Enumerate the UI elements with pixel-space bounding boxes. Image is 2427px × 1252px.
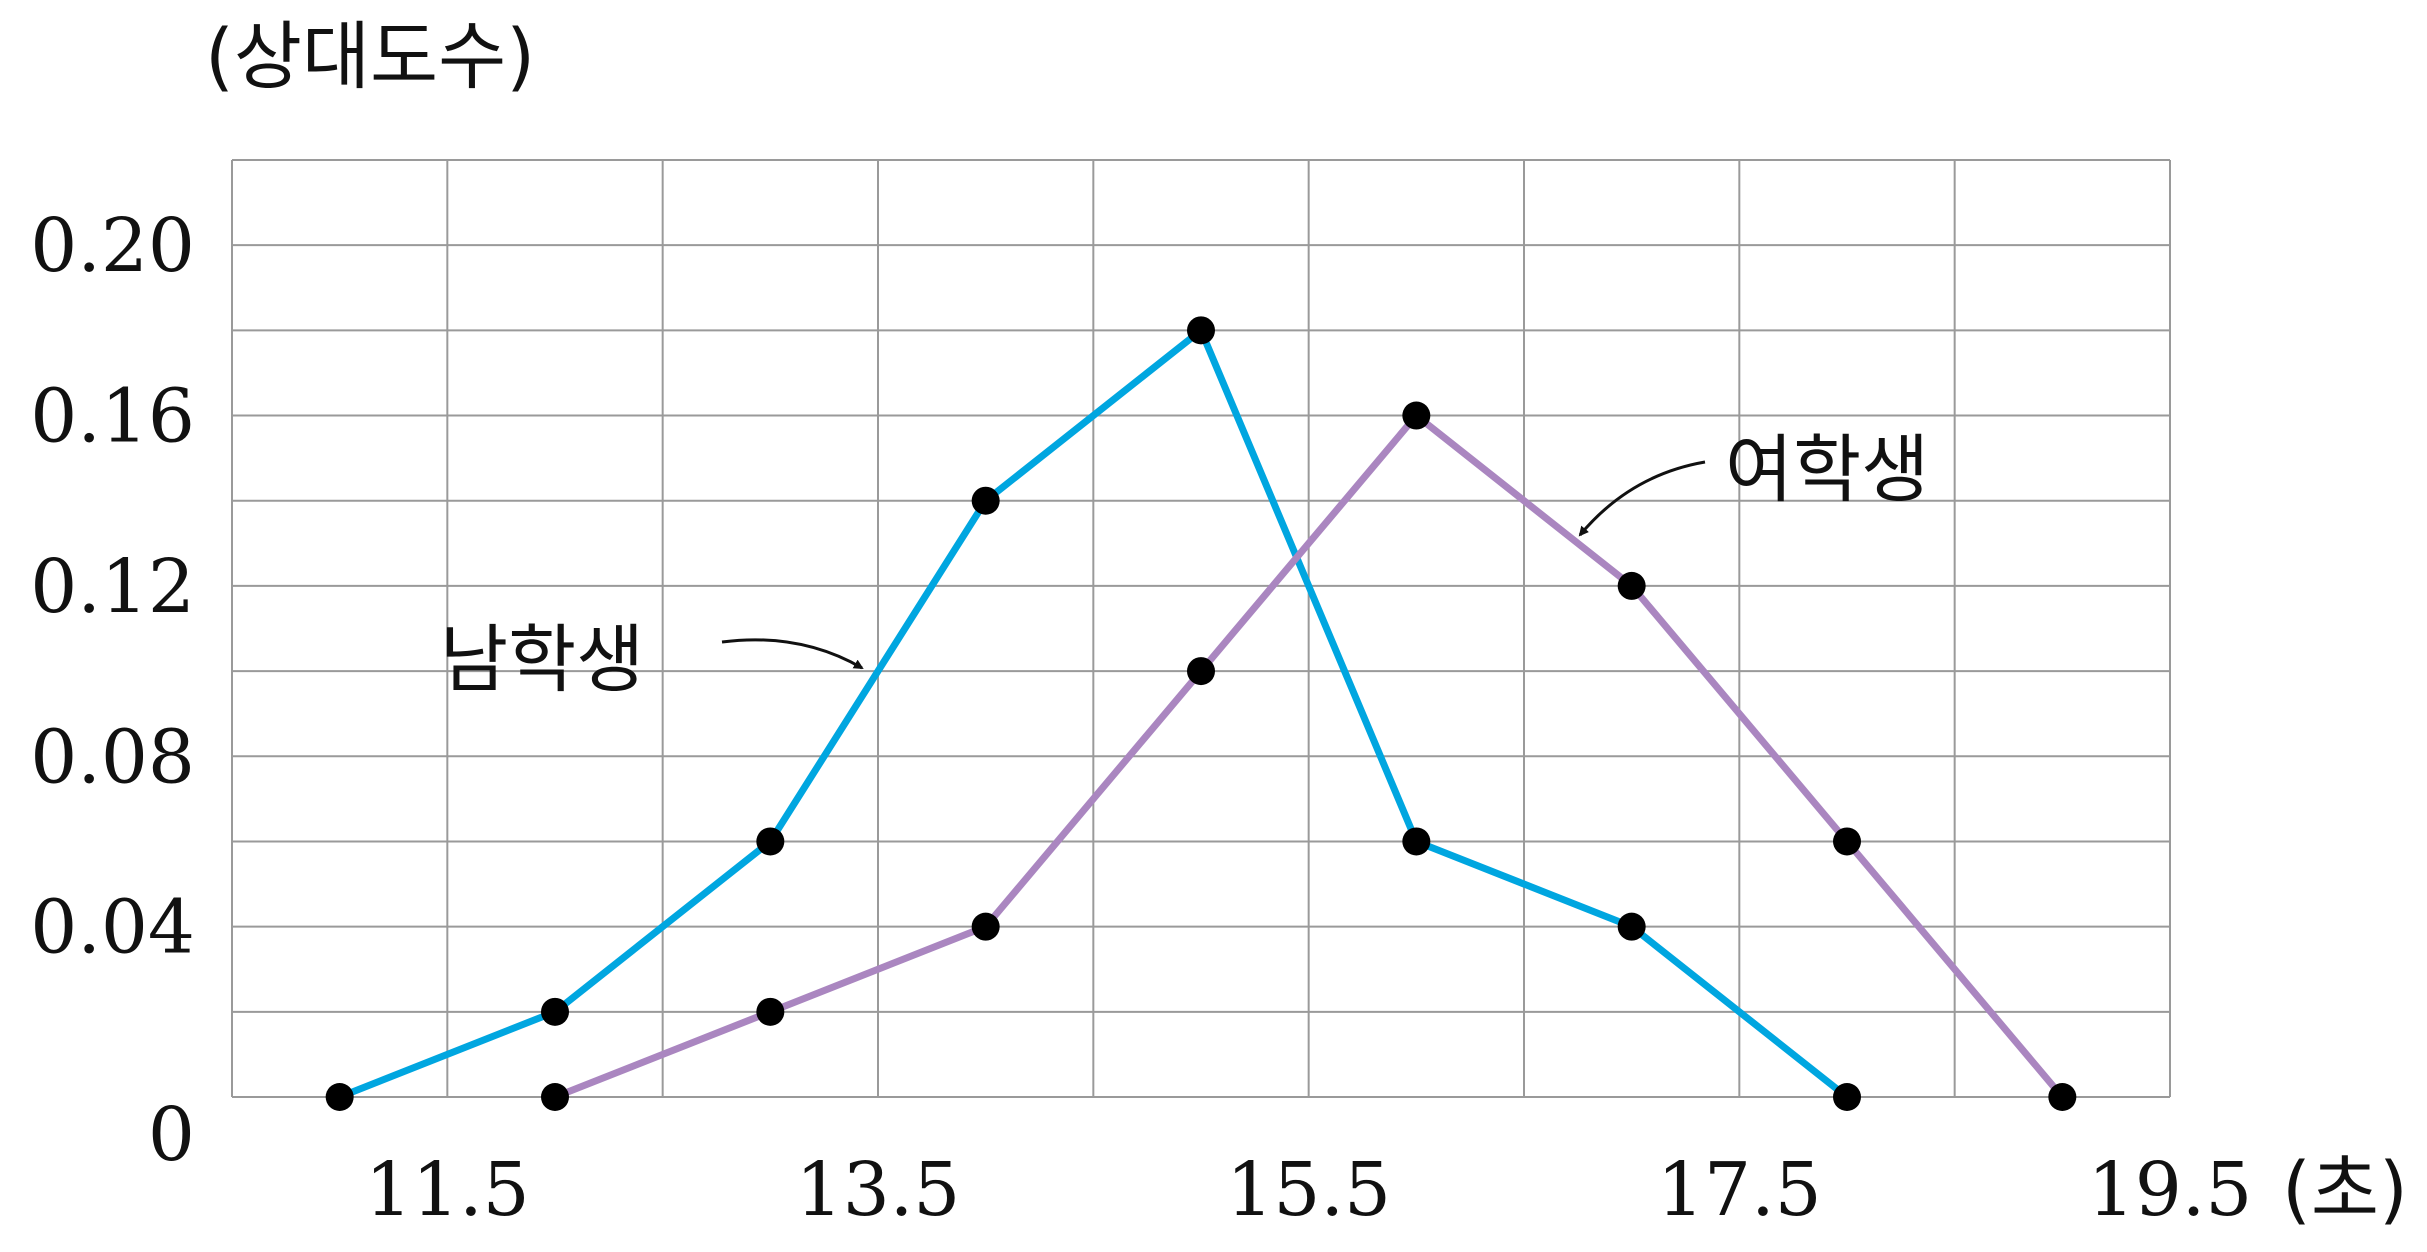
data-point-s0-1 [541, 997, 569, 1026]
data-point-s1-1 [756, 997, 785, 1026]
series-label-female: 여학생 [1725, 427, 1929, 513]
data-point-s0-2 [756, 827, 785, 856]
x-tick-label: 19.5 [2088, 1147, 2253, 1233]
y-tick-label: 0.12 [30, 544, 195, 630]
series-line-0 [338, 326, 1850, 1101]
y-tick-label: 0.04 [30, 885, 195, 971]
x-tick-label: 17.5 [1657, 1147, 1822, 1233]
y-tick-label: 0.20 [30, 203, 195, 289]
data-point-s0-3 [971, 486, 1000, 515]
arrow-female [1578, 460, 1706, 537]
data-point-s1-2 [971, 912, 1000, 941]
data-point-s1-6 [1833, 827, 1861, 856]
series-lines [338, 326, 2066, 1101]
y-axis-label: (상대도수) [205, 14, 535, 100]
y-tick-label: 0 [148, 1092, 195, 1178]
data-point-s1-5 [1617, 571, 1646, 600]
data-point-s1-3 [1187, 657, 1215, 686]
series-label-male: 남학생 [440, 617, 644, 703]
tick-labels: 11.5 13.5 15.5 17.5 19.5 0 0.04 0.08 0.12 0.16 0.2… [30, 203, 2252, 1233]
data-point-s0-0 [325, 1083, 354, 1111]
data-point-s1-4 [1402, 401, 1431, 430]
data-point-s1-7 [2048, 1083, 2077, 1111]
x-tick-label: 13.5 [796, 1147, 961, 1233]
x-tick-label: 15.5 [1226, 1147, 1391, 1233]
arrow-male [721, 638, 864, 670]
data-point-s0-7 [1833, 1083, 1861, 1111]
x-tick-label: 11.5 [365, 1147, 530, 1233]
data-point-s0-5 [1402, 827, 1431, 856]
y-tick-label: 0.08 [30, 714, 195, 800]
x-axis-label: (초) [2282, 1147, 2408, 1233]
data-point-s1-0 [541, 1083, 569, 1111]
series-line-1 [553, 412, 2066, 1101]
y-tick-label: 0.16 [30, 374, 195, 460]
data-point-s0-4 [1187, 316, 1215, 345]
data-point-s0-6 [1617, 912, 1646, 941]
data-points [325, 316, 2077, 1111]
